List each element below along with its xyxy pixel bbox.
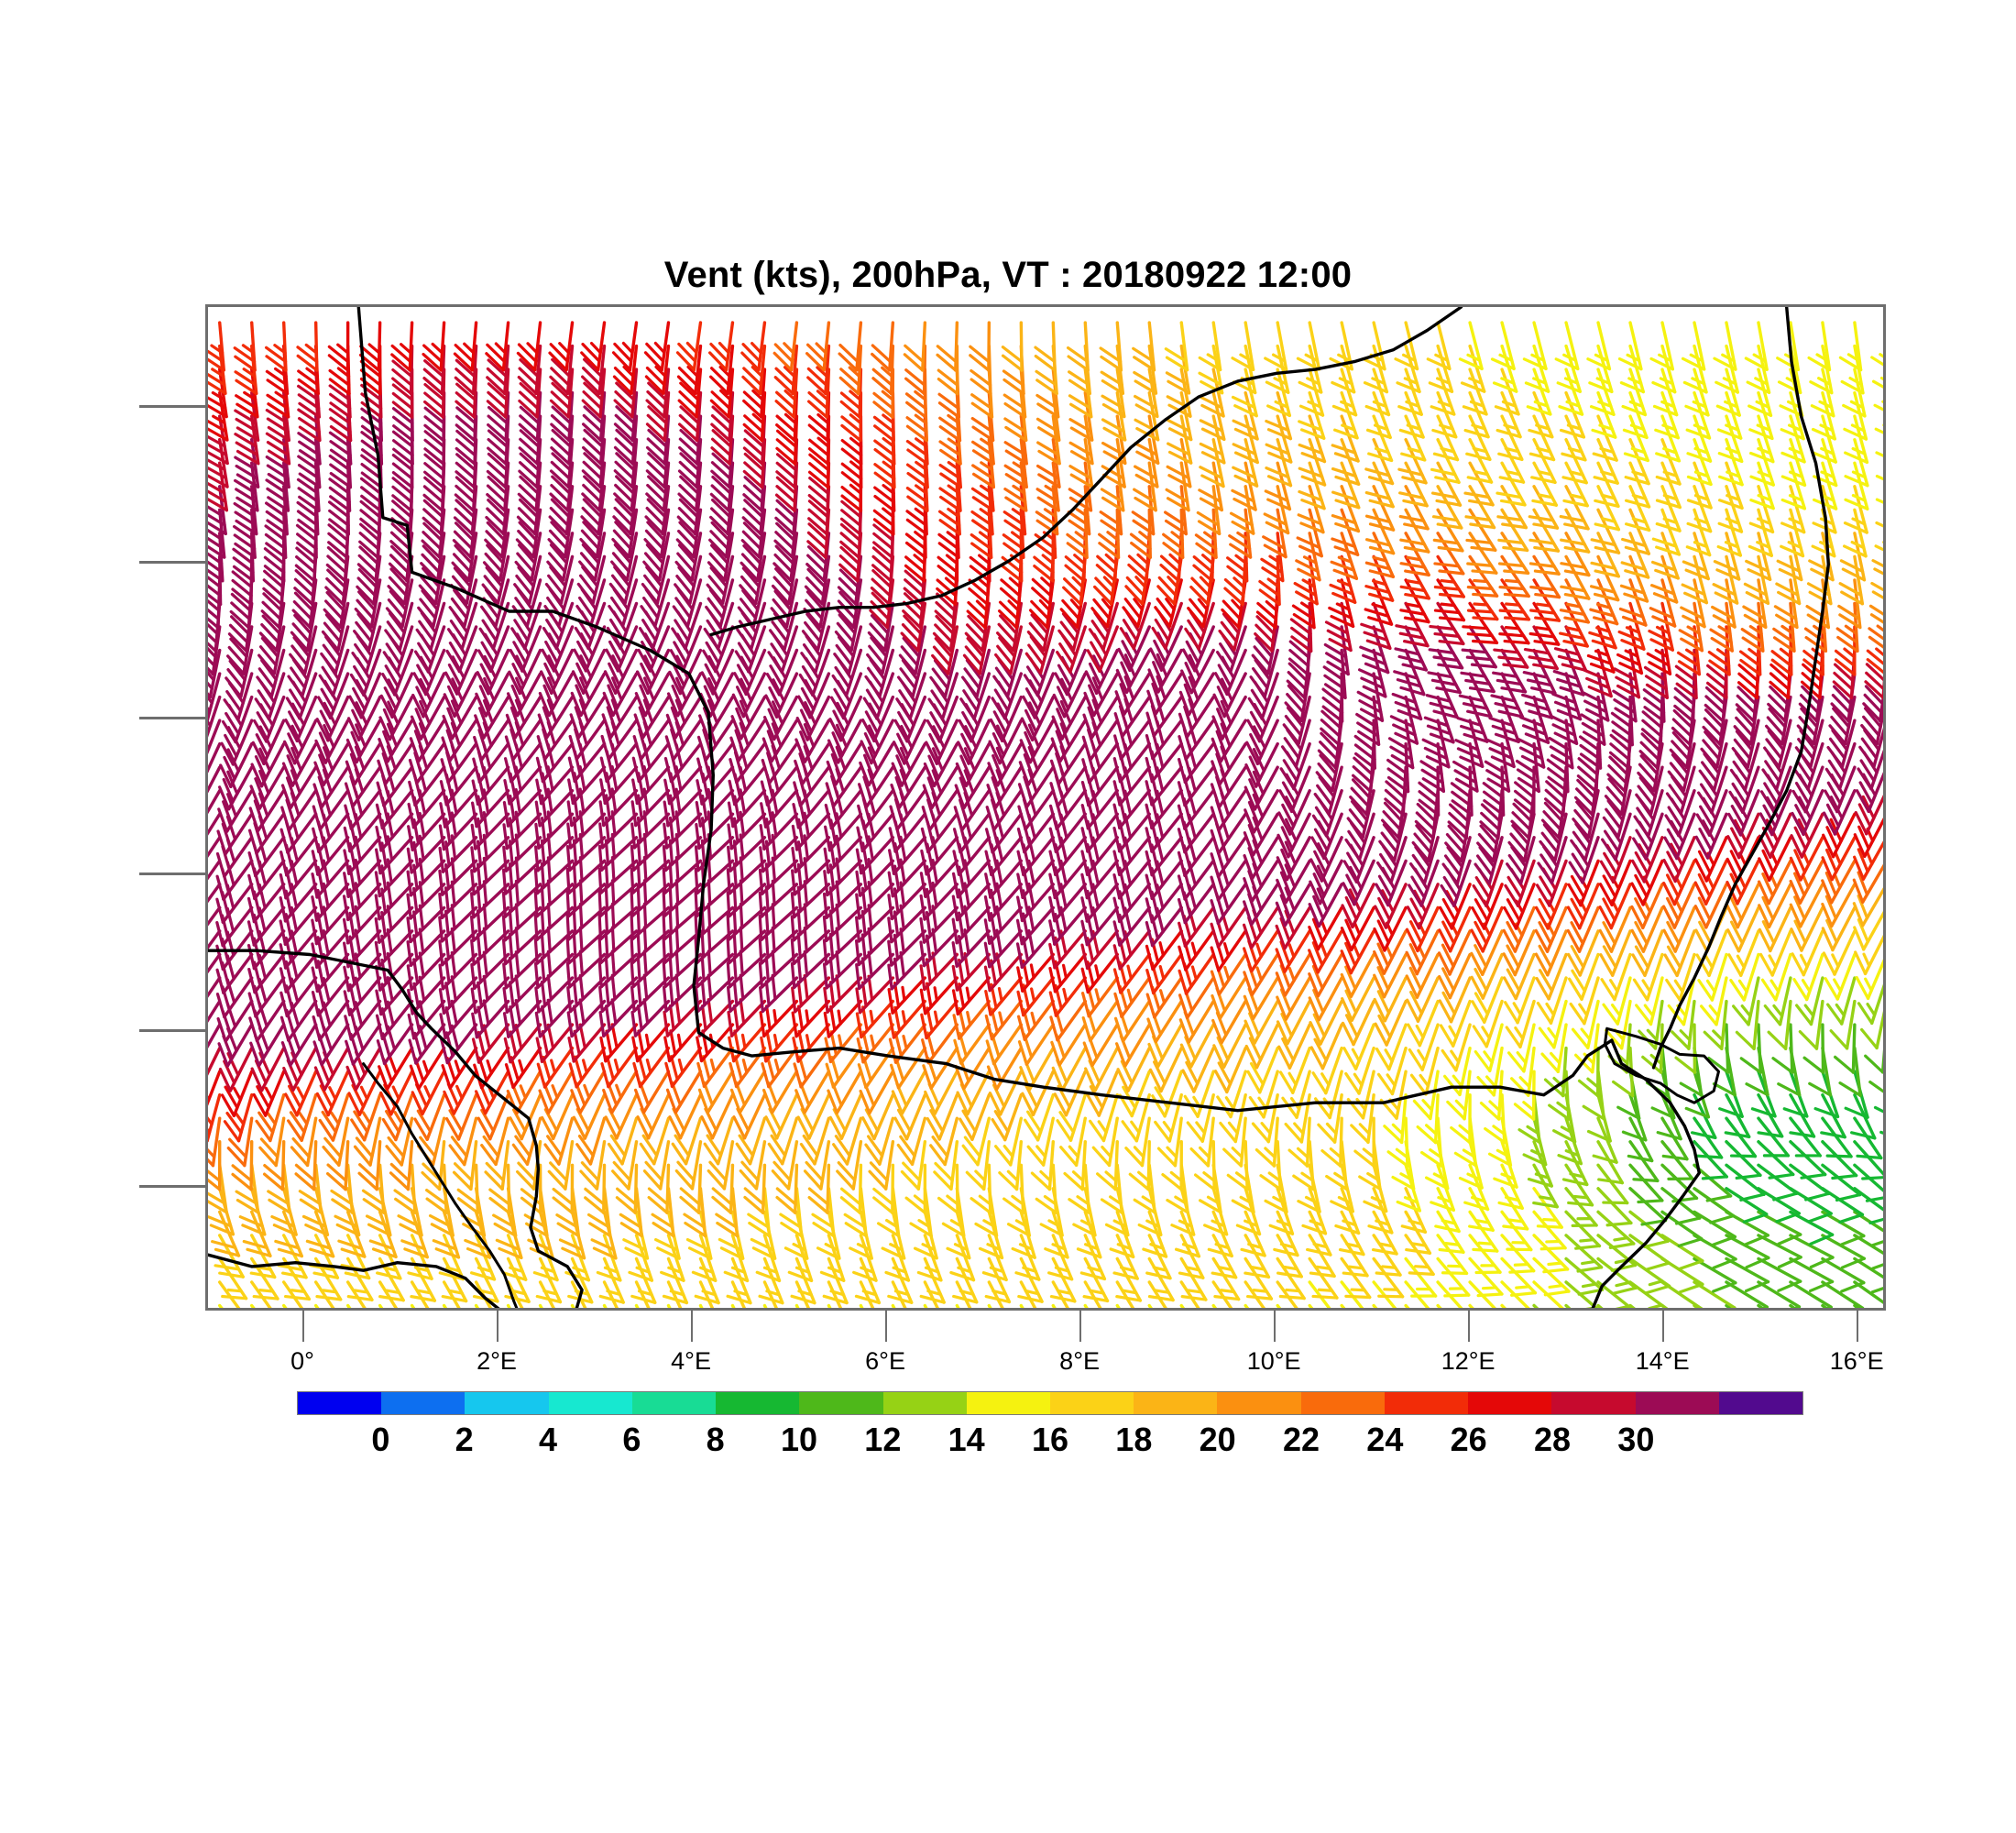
wind-barbs-layer [208, 321, 1883, 1308]
country-borders-layer [208, 307, 1831, 1308]
map-plot-area[interactable] [205, 304, 1886, 1311]
colorbar-tick-label: 4 [538, 1421, 558, 1458]
x-tick-mark [1274, 1311, 1276, 1342]
colorbar-tick-label: 0 [371, 1421, 390, 1458]
x-tick-label: 12°E [1441, 1347, 1496, 1375]
x-tick-label: 6°E [865, 1347, 905, 1375]
y-tick-mark [139, 873, 205, 876]
y-tick-mark [139, 1184, 205, 1188]
x-tick-mark [497, 1311, 499, 1342]
colorbar-tick-label: 6 [622, 1421, 641, 1458]
x-tick-mark [885, 1311, 888, 1342]
colorbar-tick-label: 2 [455, 1421, 474, 1458]
x-tick-label: 14°E [1635, 1347, 1690, 1375]
colorbar-segment [1468, 1392, 1552, 1414]
colorbar-segment [882, 1392, 967, 1414]
x-tick-mark [1079, 1311, 1082, 1342]
colorbar-tick-label: 22 [1282, 1421, 1320, 1458]
border-polyline [1603, 1026, 1720, 1104]
y-tick-mark [139, 560, 205, 564]
colorbar-segment [1635, 1392, 1719, 1414]
colorbar-segment [1134, 1392, 1218, 1414]
colorbar-segment [1551, 1392, 1636, 1414]
x-tick-mark [1857, 1311, 1859, 1342]
colorbar-tick-label: 26 [1450, 1421, 1487, 1458]
colorbar-tick-label: 24 [1366, 1421, 1404, 1458]
colorbar-tick-label: 8 [706, 1421, 725, 1458]
colorbar-segment [465, 1392, 549, 1414]
border-polyline [356, 307, 1672, 1113]
y-tick-mark [139, 1028, 205, 1032]
colorbar-segment [966, 1392, 1050, 1414]
colorbar-segment [1217, 1392, 1301, 1414]
wind-barb-field [208, 307, 1883, 1308]
border-polyline [208, 949, 584, 1308]
colorbar-segment [1718, 1392, 1802, 1414]
x-tick-mark [1662, 1311, 1665, 1342]
colorbar-segment [631, 1392, 717, 1414]
x-tick-label: 4°E [671, 1347, 711, 1375]
colorbar-segment [1384, 1392, 1469, 1414]
colorbar-tick-label: 12 [864, 1421, 902, 1458]
colorbar-tick-label: 28 [1533, 1421, 1572, 1458]
border-polyline [1651, 307, 1831, 1070]
colorbar-segment [716, 1392, 800, 1414]
colorbar-tick-label: 18 [1115, 1421, 1153, 1458]
border-polyline [208, 1253, 500, 1308]
x-tick-mark [1468, 1311, 1471, 1342]
colorbar[interactable] [297, 1391, 1803, 1415]
colorbar-segment [1049, 1392, 1134, 1414]
colorbar-tick-label: 10 [780, 1421, 818, 1458]
x-tick-label: 10°E [1246, 1347, 1301, 1375]
colorbar-segment [298, 1392, 382, 1414]
colorbar-segment [799, 1392, 883, 1414]
colorbar-segment [381, 1392, 466, 1414]
colorbar-tick-label: 16 [1031, 1421, 1069, 1458]
colorbar-tick-label: 30 [1617, 1421, 1655, 1458]
colorbar-segment [548, 1392, 632, 1414]
x-tick-label: 16°E [1829, 1347, 1884, 1375]
border-polyline [362, 1062, 519, 1308]
y-tick-mark [139, 717, 205, 720]
x-tick-label: 0° [290, 1347, 314, 1375]
page-title: Vent (kts), 200hPa, VT : 20180922 12:00 [663, 255, 1353, 295]
colorbar-segment [1300, 1392, 1385, 1414]
y-tick-mark [139, 404, 205, 408]
x-tick-mark [302, 1311, 304, 1342]
x-tick-mark [691, 1311, 694, 1342]
border-polyline [709, 307, 1463, 637]
x-tick-label: 2°E [477, 1347, 517, 1375]
colorbar-tick-label: 20 [1199, 1421, 1236, 1458]
border-polyline [1591, 1101, 1702, 1308]
x-tick-label: 8°E [1059, 1347, 1101, 1375]
colorbar-tick-label: 14 [948, 1421, 985, 1458]
